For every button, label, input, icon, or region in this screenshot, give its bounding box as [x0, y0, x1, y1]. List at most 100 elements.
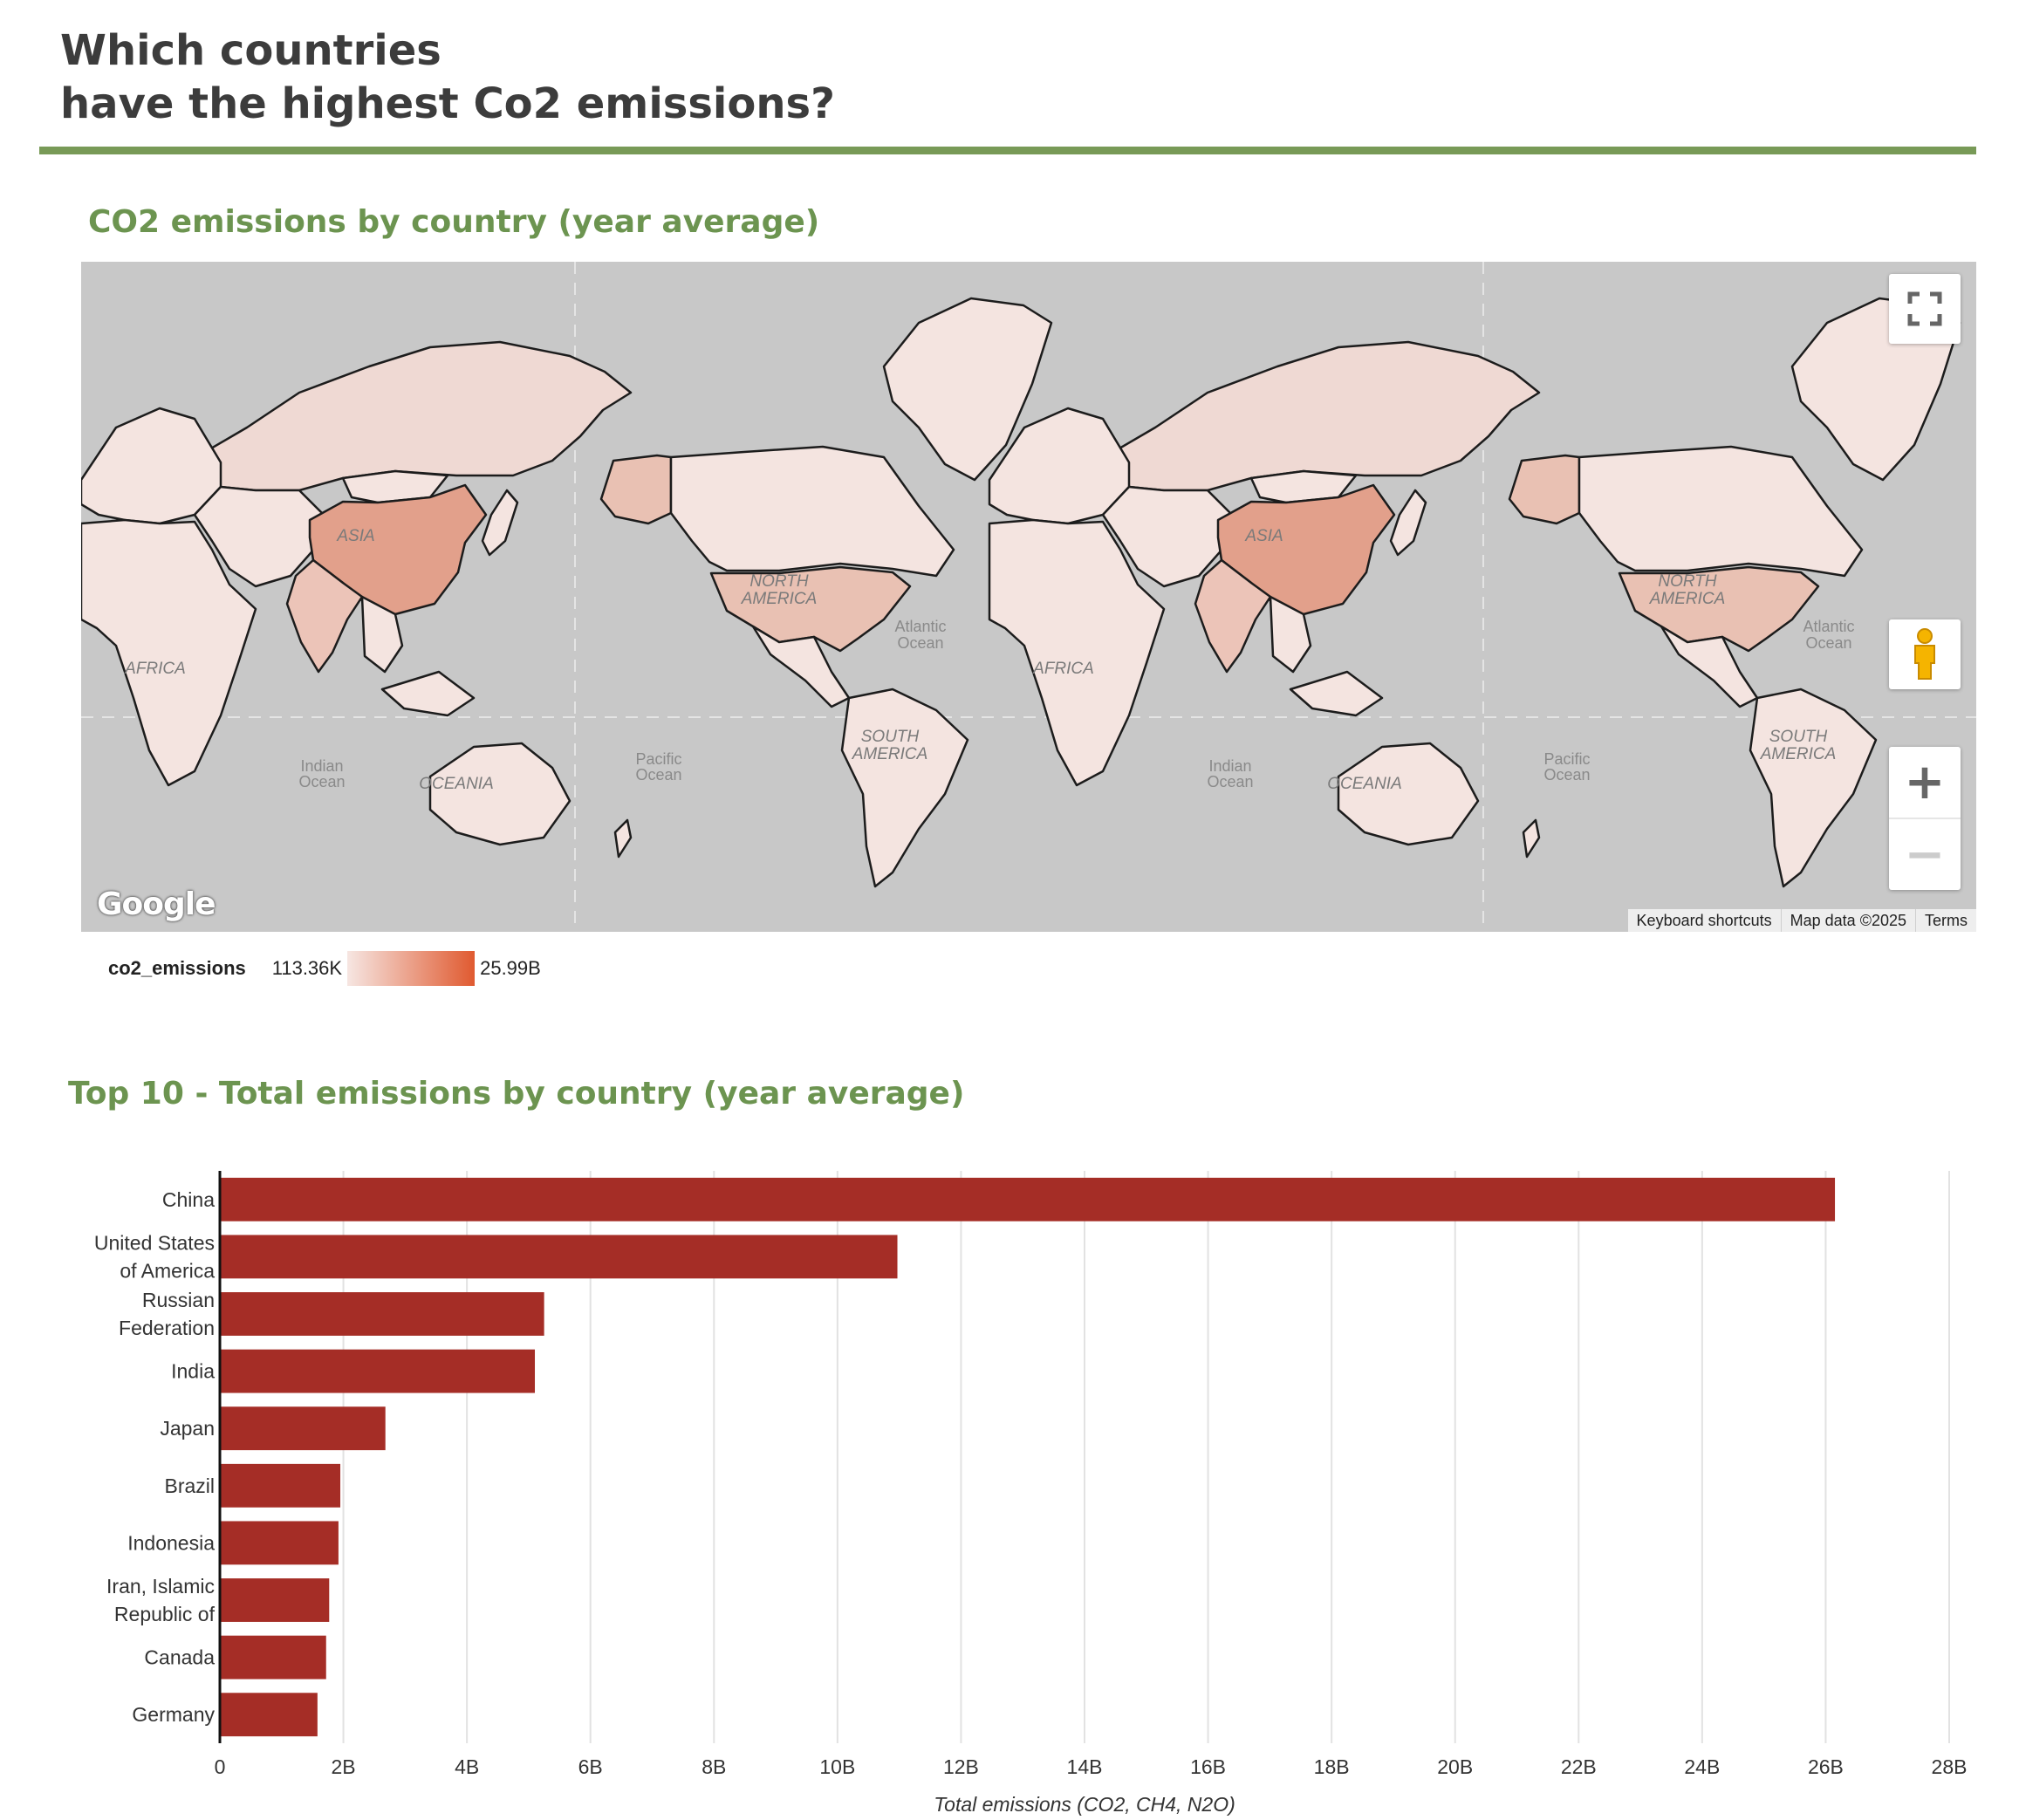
- category-label: India: [171, 1360, 215, 1383]
- x-tick-label: 20B: [1437, 1755, 1473, 1778]
- keyboard-shortcuts-link[interactable]: Keyboard shortcuts: [1636, 912, 1772, 929]
- x-tick-label: 6B: [578, 1755, 603, 1778]
- zoom-in-button[interactable]: +: [1889, 747, 1961, 819]
- x-tick-label: 22B: [1561, 1755, 1597, 1778]
- bar-chart-title: Top 10 - Total emissions by country (yea…: [68, 1076, 965, 1112]
- category-label: United States: [94, 1231, 215, 1254]
- legend-color-scale: [347, 951, 476, 986]
- label-pacific-1: Pacific: [635, 750, 681, 768]
- bar-5: [220, 1406, 386, 1451]
- country-japan: [481, 489, 519, 557]
- label-indian-right-1: Indian: [1208, 757, 1251, 775]
- category-label: Russian: [142, 1289, 215, 1311]
- category-label: Germany: [132, 1703, 215, 1726]
- map-canvas[interactable]: ASIA NORTH AMERICA AFRICA SOUTH AMERICA …: [81, 262, 1976, 932]
- label-atlantic-2: Ocean: [897, 634, 943, 652]
- map-legend: co2_emissions 113.36K 25.99B: [108, 951, 541, 986]
- category-label: of America: [120, 1259, 215, 1282]
- map-tile-left: [81, 297, 1053, 888]
- label-south-america-2: AMERICA: [852, 745, 928, 763]
- label-pacific-right-2: Ocean: [1543, 766, 1590, 783]
- map-section-title: CO2 emissions by country (year average): [88, 204, 820, 240]
- plus-icon: +: [1904, 754, 1946, 811]
- label-indian-1: Indian: [300, 757, 343, 775]
- minus-icon: −: [1904, 826, 1946, 883]
- street-view-button[interactable]: [1889, 619, 1961, 689]
- bar-4: [220, 1349, 536, 1393]
- x-tick-label: 2B: [332, 1755, 356, 1778]
- category-label: Japan: [160, 1417, 215, 1440]
- x-tick-label: 14B: [1067, 1755, 1103, 1778]
- legend-max-label: 25.99B: [480, 957, 541, 979]
- label-atlantic-right-1: Atlantic: [1803, 618, 1854, 635]
- label-indian-right-2: Ocean: [1207, 773, 1253, 790]
- country-greenland: [882, 297, 1053, 482]
- label-north-america-1: NORTH: [749, 572, 808, 591]
- x-tick-label: 0: [215, 1755, 226, 1778]
- category-label: Indonesia: [127, 1531, 215, 1554]
- label-asia-right: ASIA: [1244, 527, 1283, 545]
- zoom-out-button[interactable]: −: [1889, 819, 1961, 890]
- category-label: Iran, Islamic: [106, 1575, 215, 1598]
- bar-8: [220, 1578, 330, 1622]
- region-africa: [81, 518, 257, 787]
- category-label: Republic of: [114, 1603, 216, 1625]
- page-title-line-2: have the highest Co2 emissions?: [60, 79, 835, 128]
- label-oceania-right: OCEANIA: [1327, 775, 1402, 793]
- label-south-america-right-2: AMERICA: [1760, 745, 1837, 763]
- bar-1: [220, 1177, 1836, 1221]
- country-canada: [669, 445, 955, 578]
- page-title-line-1: Which countries: [60, 26, 441, 75]
- label-pacific-right-1: Pacific: [1543, 750, 1590, 768]
- bar-2: [220, 1235, 898, 1279]
- x-axis-title: Total emissions (CO2, CH4, N2O): [934, 1793, 1235, 1816]
- map-region-labels: ASIA NORTH AMERICA AFRICA SOUTH AMERICA …: [124, 527, 1836, 793]
- bar-chart: 0 2B 4B 6B 8B 10B 12B 14B 16B 18B 20B 22B 24B 26B 28B C…: [94, 1171, 1968, 1816]
- state-alaska: [599, 454, 673, 525]
- x-tick-label: 28B: [1932, 1755, 1968, 1778]
- bar-10: [220, 1693, 318, 1737]
- x-tick-label: 4B: [455, 1755, 479, 1778]
- map-ocean-labels: Atlantic Ocean Indian Ocean Pacific Ocea…: [298, 618, 1854, 790]
- region-southeast-asia: [360, 595, 476, 717]
- label-south-america-right-1: SOUTH: [1769, 728, 1828, 746]
- label-south-america-1: SOUTH: [861, 728, 920, 746]
- label-indian-2: Ocean: [298, 773, 345, 790]
- country-russia: [193, 340, 633, 492]
- page-title: Which countries have the highest Co2 emi…: [60, 24, 835, 131]
- geo-map[interactable]: ASIA NORTH AMERICA AFRICA SOUTH AMERICA …: [81, 262, 1976, 932]
- bar-9: [220, 1635, 326, 1680]
- x-tick-label: 26B: [1808, 1755, 1844, 1778]
- category-label: Brazil: [164, 1474, 215, 1497]
- label-atlantic-1: Atlantic: [894, 618, 946, 635]
- title-divider: [39, 147, 1976, 154]
- category-label: Federation: [119, 1317, 215, 1339]
- terms-link[interactable]: Terms: [1915, 909, 1976, 932]
- label-north-america-right-1: NORTH: [1658, 572, 1716, 591]
- bar-3: [220, 1292, 544, 1336]
- x-tick-label: 8B: [702, 1755, 726, 1778]
- fullscreen-button[interactable]: [1889, 274, 1961, 344]
- legend-field-label: co2_emissions: [108, 957, 246, 979]
- x-tick-label: 10B: [819, 1755, 855, 1778]
- pegman-icon: [1914, 628, 1935, 680]
- bar-6: [220, 1463, 341, 1508]
- label-africa-right: AFRICA: [1032, 660, 1094, 678]
- zoom-control[interactable]: + −: [1889, 747, 1961, 890]
- label-atlantic-right-2: Ocean: [1805, 634, 1851, 652]
- legend-min-label: 113.36K: [271, 957, 343, 979]
- label-africa: AFRICA: [124, 660, 186, 678]
- label-oceania: OCEANIA: [419, 775, 494, 793]
- map-data-credit: Map data ©2025: [1780, 909, 1915, 932]
- label-north-america-right-2: AMERICA: [1649, 590, 1726, 608]
- x-tick-label: 16B: [1190, 1755, 1226, 1778]
- x-tick-label: 18B: [1314, 1755, 1350, 1778]
- country-new-zealand: [613, 818, 633, 859]
- label-pacific-2: Ocean: [635, 766, 681, 783]
- category-label: China: [162, 1188, 215, 1211]
- country-india: [285, 558, 364, 674]
- x-tick-label: 24B: [1684, 1755, 1720, 1778]
- x-tick-label: 12B: [943, 1755, 979, 1778]
- label-north-america-2: AMERICA: [741, 590, 818, 608]
- google-logo[interactable]: Google: [97, 886, 216, 922]
